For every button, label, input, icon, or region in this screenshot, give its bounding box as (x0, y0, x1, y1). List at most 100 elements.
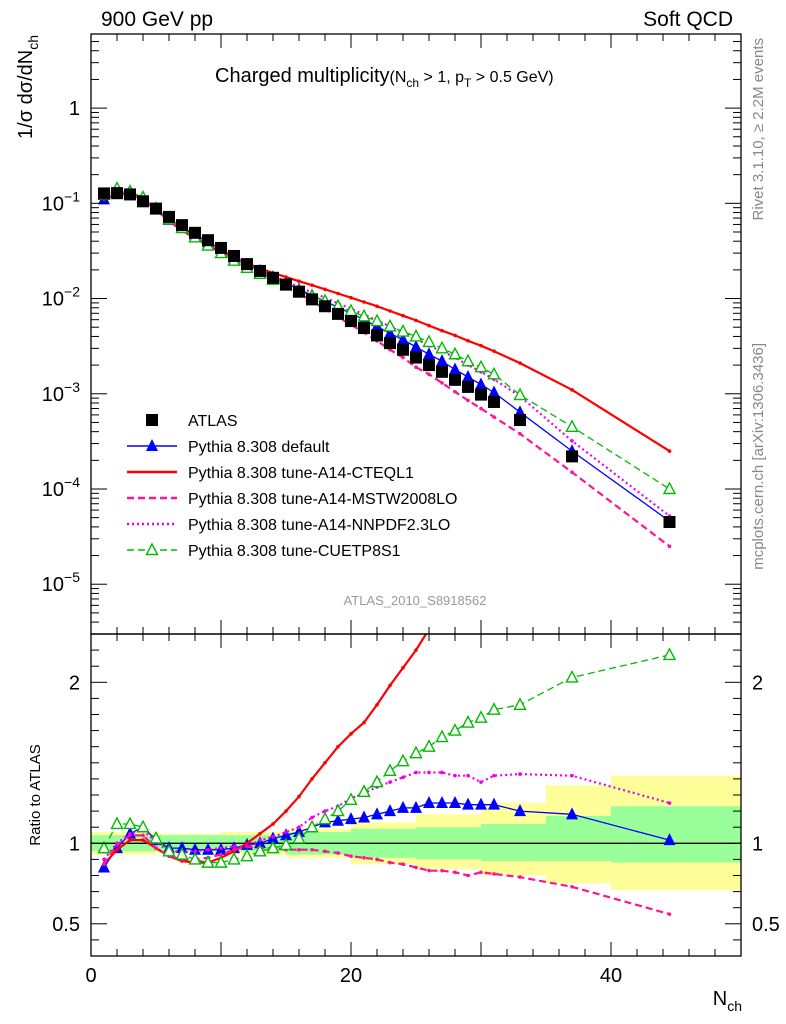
ratio-2-point (297, 847, 301, 852)
tick-base: 10 (42, 193, 64, 215)
xlabel-main-part: N (713, 988, 727, 1010)
ratio-4-point (487, 702, 501, 715)
ratio-1-point (128, 838, 132, 842)
main-data-0-point (150, 202, 162, 215)
main-data-0-point (137, 195, 149, 208)
main-data-0-point (111, 187, 123, 200)
title-sub-3: T (464, 76, 472, 90)
ratio-4-point (266, 840, 280, 854)
main-5-point (409, 328, 423, 342)
main-3-point (479, 406, 483, 411)
ratio-4-point (188, 851, 202, 865)
ratio-0-point (475, 797, 487, 810)
ratio-2-point (323, 849, 327, 854)
ratio-3-point (414, 770, 418, 775)
legend-label: Pythia 8.308 default (188, 439, 330, 456)
xlabel-sub-part: ch (727, 998, 742, 1014)
ratio-3-point (440, 770, 444, 775)
ratio-4-point (435, 729, 449, 743)
main-2-point (401, 313, 405, 318)
main-2-point (518, 361, 522, 365)
main-2-point (440, 328, 444, 333)
main-2-point (349, 295, 353, 300)
ratio-2-point (479, 870, 483, 875)
main-data-0-point (462, 380, 474, 393)
main-5-point (474, 359, 488, 373)
ratio-3-point (258, 838, 262, 842)
ratio-4-point (409, 745, 423, 759)
ratio-2-point (219, 852, 223, 857)
main-5-point (383, 318, 397, 332)
main-5-point (396, 324, 410, 337)
main-2-point (310, 283, 314, 288)
main-5-point (448, 346, 462, 360)
ratio-0-point (98, 860, 110, 873)
main-data-0-point (449, 373, 461, 386)
main-4-line (103, 190, 671, 517)
legend-item: Pythia 8.308 tune-A14-MSTW2008LO (127, 491, 457, 508)
ratio-2-point (154, 846, 158, 850)
ratio-1-point (141, 838, 145, 842)
main-3-point (401, 355, 405, 360)
main-data-0-point (228, 249, 240, 262)
y-tick-label: 10−4 (42, 474, 80, 501)
ratio-4-point (662, 647, 677, 661)
ratio-2-point (141, 833, 145, 838)
ratio-3-point (427, 770, 431, 775)
ratio-4-line (103, 654, 670, 864)
ratio-4-point (97, 840, 111, 854)
ratio-4-point (448, 723, 462, 736)
main-5-point (357, 308, 371, 322)
title-sub-4: > 0.5 GeV) (471, 69, 553, 86)
main-2-point (284, 275, 288, 279)
ratio-y-tick-label: 2 (69, 672, 80, 694)
ratio-1-point (570, 359, 574, 363)
tick-exponent: −3 (64, 379, 80, 395)
ratio-0-point (449, 796, 461, 809)
ratio-0-point (397, 800, 409, 813)
ratio-1-point (388, 683, 392, 688)
main-data-0-point (371, 329, 383, 342)
main-data-0-point (663, 516, 676, 529)
ratio-2-point (466, 873, 470, 878)
ratio-1-point (492, 511, 496, 515)
ratio-3-point (271, 835, 275, 839)
ratio-0-line (103, 802, 670, 868)
x-tick-label: 0 (85, 965, 96, 987)
ratio-4-point (422, 739, 436, 752)
ratio-1-point (401, 666, 405, 670)
main-data-0-point (566, 450, 578, 463)
ratio-4-point (461, 715, 475, 728)
ratio-3-point (667, 801, 672, 805)
ratio-3-point (115, 841, 119, 846)
x-tick-label: 20 (340, 965, 362, 987)
ylabel-main-part: 1/σ dσ/dN (15, 50, 37, 139)
ratio-3-point (193, 849, 197, 854)
main-1-point (436, 354, 448, 367)
main-1-point (475, 377, 487, 390)
main-2-point (492, 349, 496, 353)
ratio-4-point (292, 830, 306, 844)
ratio-3-point (401, 775, 405, 780)
main-data-0-point (306, 293, 318, 306)
legend-label: Pythia 8.308 tune-A14-CTEQL1 (188, 465, 414, 482)
main-1-point (384, 326, 396, 339)
ratio-1-point (349, 732, 353, 736)
main-data-0-point (423, 359, 435, 372)
ratio-4-point (227, 851, 241, 865)
main-4-point (570, 439, 574, 443)
main-ylabel: 1/σ dσ/dNch (15, 35, 41, 139)
main-1-point (423, 347, 435, 360)
main-data-0-point (475, 388, 487, 401)
main-2-point (570, 388, 574, 392)
ratio-y-tick-label-right: 2 (752, 672, 763, 694)
y-tick-label: 10−3 (42, 379, 80, 406)
ratio-3-point (518, 772, 522, 776)
ratio-y-tick-label: 0.5 (52, 914, 80, 936)
ratio-1-point (245, 841, 249, 846)
main-data-0-point (254, 264, 266, 277)
legend-marker (146, 414, 158, 426)
ratio-2-point (667, 912, 672, 916)
ratio-3-point (453, 773, 457, 778)
legend-item: Pythia 8.308 tune-A14-NNPDF2.3LO (127, 517, 450, 534)
